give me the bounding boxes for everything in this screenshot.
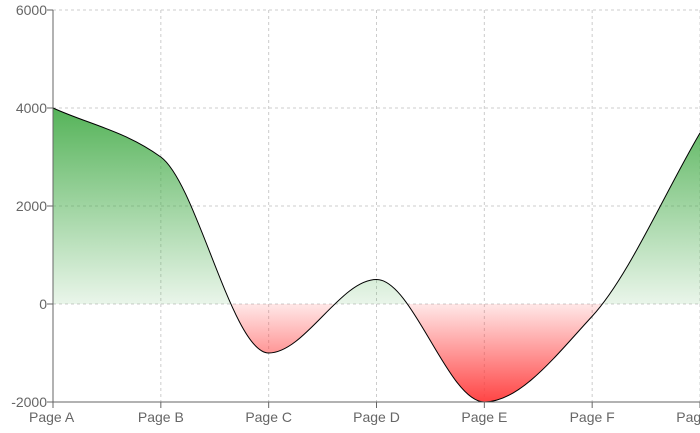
y-tick-label: 2000 xyxy=(16,198,47,214)
y-tick-label: 4000 xyxy=(16,100,47,116)
axes xyxy=(47,9,700,408)
tick-labels: -2000 0 2000 4000 6000 Page A Page B Page C Page… xyxy=(11,2,700,425)
x-tick-label: Page G xyxy=(676,409,700,425)
area-fill xyxy=(53,108,700,402)
x-tick-label: Page E xyxy=(461,409,507,425)
series-line xyxy=(52,107,700,403)
y-tick-label: 6000 xyxy=(16,2,47,18)
positive-area xyxy=(53,108,700,304)
x-tick-label: Page C xyxy=(245,409,292,425)
negative-area xyxy=(53,304,700,402)
y-tick-label: 0 xyxy=(39,296,47,312)
x-tick-label: Page F xyxy=(570,409,615,425)
x-tick-label: Page A xyxy=(29,409,75,425)
y-tick-label: -2000 xyxy=(11,394,47,410)
x-tick-label: Page D xyxy=(353,409,400,425)
x-tick-label: Page B xyxy=(138,409,184,425)
